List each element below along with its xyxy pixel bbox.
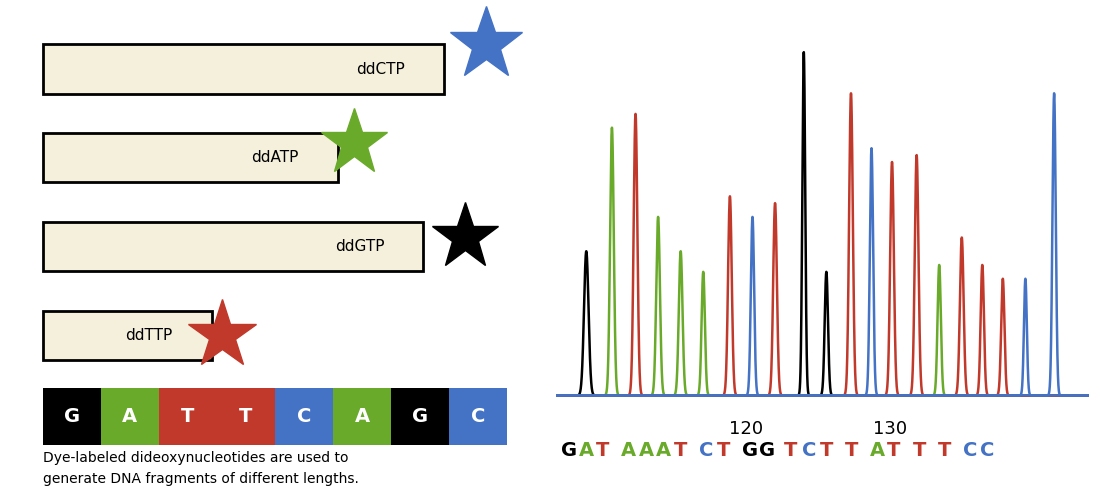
Text: generate DNA fragments of different lengths.: generate DNA fragments of different leng… <box>43 472 359 486</box>
Bar <box>43 311 211 360</box>
Text: T: T <box>240 407 253 426</box>
Bar <box>101 388 158 445</box>
Text: A: A <box>657 441 671 459</box>
Text: C: C <box>980 441 994 459</box>
Text: G: G <box>412 407 428 426</box>
Text: G: G <box>759 441 775 459</box>
Text: T: T <box>820 441 833 459</box>
Text: T: T <box>784 441 798 459</box>
Text: T: T <box>845 441 858 459</box>
Text: A: A <box>621 441 636 459</box>
Text: Dye-labeled dideoxynucleotides are used to: Dye-labeled dideoxynucleotides are used … <box>43 451 349 464</box>
Bar <box>217 388 275 445</box>
Text: T: T <box>888 441 901 459</box>
Text: G: G <box>561 441 578 459</box>
Text: ddATP: ddATP <box>251 150 299 165</box>
Text: C: C <box>471 407 485 426</box>
Text: C: C <box>297 407 311 426</box>
Text: ddTTP: ddTTP <box>124 328 172 343</box>
Text: C: C <box>962 441 977 459</box>
Text: C: C <box>802 441 816 459</box>
Bar <box>158 388 217 445</box>
Text: A: A <box>870 441 884 459</box>
Text: G: G <box>64 407 80 426</box>
Text: T: T <box>716 441 730 459</box>
Text: T: T <box>937 441 950 459</box>
Bar <box>392 388 449 445</box>
Text: T: T <box>596 441 609 459</box>
Text: T: T <box>912 441 926 459</box>
Bar <box>449 388 507 445</box>
Bar <box>275 388 333 445</box>
Text: A: A <box>639 441 653 459</box>
Text: A: A <box>354 407 370 426</box>
Text: T: T <box>182 407 195 426</box>
Bar <box>43 388 101 445</box>
Bar <box>43 44 444 94</box>
Text: C: C <box>698 441 714 459</box>
Bar <box>333 388 392 445</box>
Text: A: A <box>579 441 594 459</box>
Bar <box>43 133 339 182</box>
Text: A: A <box>122 407 138 426</box>
Text: ddGTP: ddGTP <box>334 239 384 254</box>
Text: T: T <box>674 441 688 459</box>
Text: G: G <box>741 441 758 459</box>
Bar <box>43 222 422 271</box>
Text: ddCTP: ddCTP <box>356 62 405 76</box>
